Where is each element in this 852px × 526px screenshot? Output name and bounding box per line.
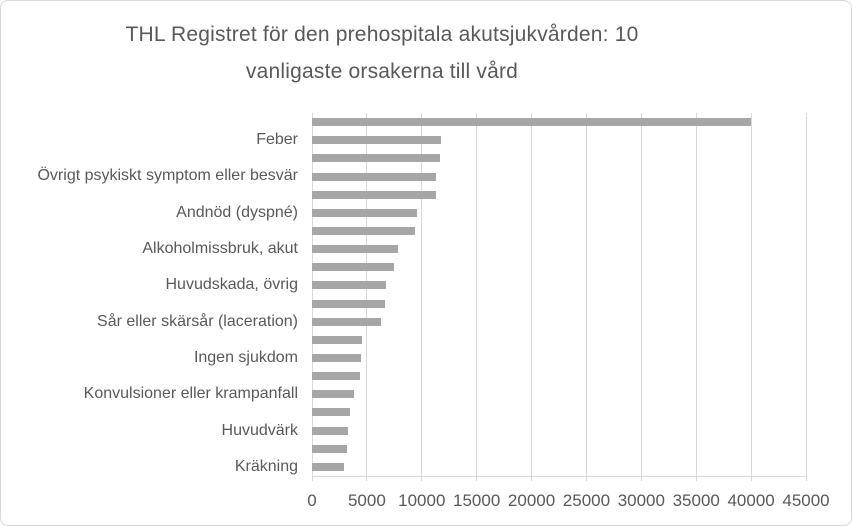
gridline: [585, 113, 587, 481]
category-label: Huvudskada, övrig: [165, 276, 298, 294]
bar: [312, 154, 441, 163]
bar: [312, 245, 398, 254]
x-axis-tick-label: 45000: [782, 491, 830, 510]
bar: [312, 118, 752, 127]
bar: [312, 390, 354, 399]
x-axis-tick-label: 40000: [727, 491, 775, 510]
bar: [312, 426, 348, 435]
chart-title: THL Registret för den prehospitala akuts…: [1, 16, 763, 90]
x-axis-tick-label: 10000: [398, 491, 446, 510]
bar: [312, 462, 345, 471]
gridline: [750, 113, 752, 481]
category-label: Konvulsioner eller krampanfall: [83, 385, 298, 403]
bar: [312, 263, 395, 272]
category-label: Andnöd (dyspné): [176, 203, 298, 221]
gridline: [695, 113, 697, 481]
bar: [312, 136, 441, 145]
category-label: Ingen sjukdom: [193, 348, 298, 366]
bar: [312, 444, 347, 453]
x-axis-tick-label: 20000: [507, 491, 556, 510]
category-label: Sår eller skärsår (laceration): [97, 312, 298, 330]
category-label: Övrigt psykiskt symptom eller besvär: [37, 167, 298, 185]
category-label: Feber: [256, 131, 298, 149]
gridline: [311, 113, 313, 481]
gridline: [366, 113, 368, 481]
category-label: Huvudvärk: [221, 421, 298, 439]
bar: [312, 190, 436, 199]
gridline: [421, 113, 423, 481]
bar: [312, 208, 417, 217]
bar: [312, 172, 436, 181]
bar: [312, 281, 387, 290]
gridline: [531, 113, 533, 481]
x-axis-tick-label: 0: [307, 491, 317, 510]
category-label: Alkoholmissbruk, akut: [142, 240, 298, 258]
x-axis-tick-label: 15000: [453, 491, 501, 510]
bar: [312, 317, 381, 326]
bar: [312, 408, 351, 417]
bar: [312, 226, 416, 235]
chart-title-line-1: THL Registret för den prehospitala akuts…: [125, 23, 639, 46]
x-axis-tick-label: 35000: [672, 491, 720, 510]
x-axis-tick-label: 25000: [562, 491, 611, 510]
gridline: [805, 113, 807, 481]
x-axis-line: [312, 476, 807, 477]
x-axis-tick-label: 30000: [617, 491, 665, 510]
bar: [312, 354, 361, 363]
bar: [312, 299, 385, 308]
chart-title-line-2: vanligaste orsakerna till vård: [245, 60, 519, 83]
gridline: [640, 113, 642, 481]
bar: [312, 372, 361, 381]
bar: [312, 335, 362, 344]
x-axis-tick-label: 5000: [347, 491, 386, 510]
gridline: [476, 113, 478, 481]
category-label: Kräkning: [234, 457, 298, 475]
